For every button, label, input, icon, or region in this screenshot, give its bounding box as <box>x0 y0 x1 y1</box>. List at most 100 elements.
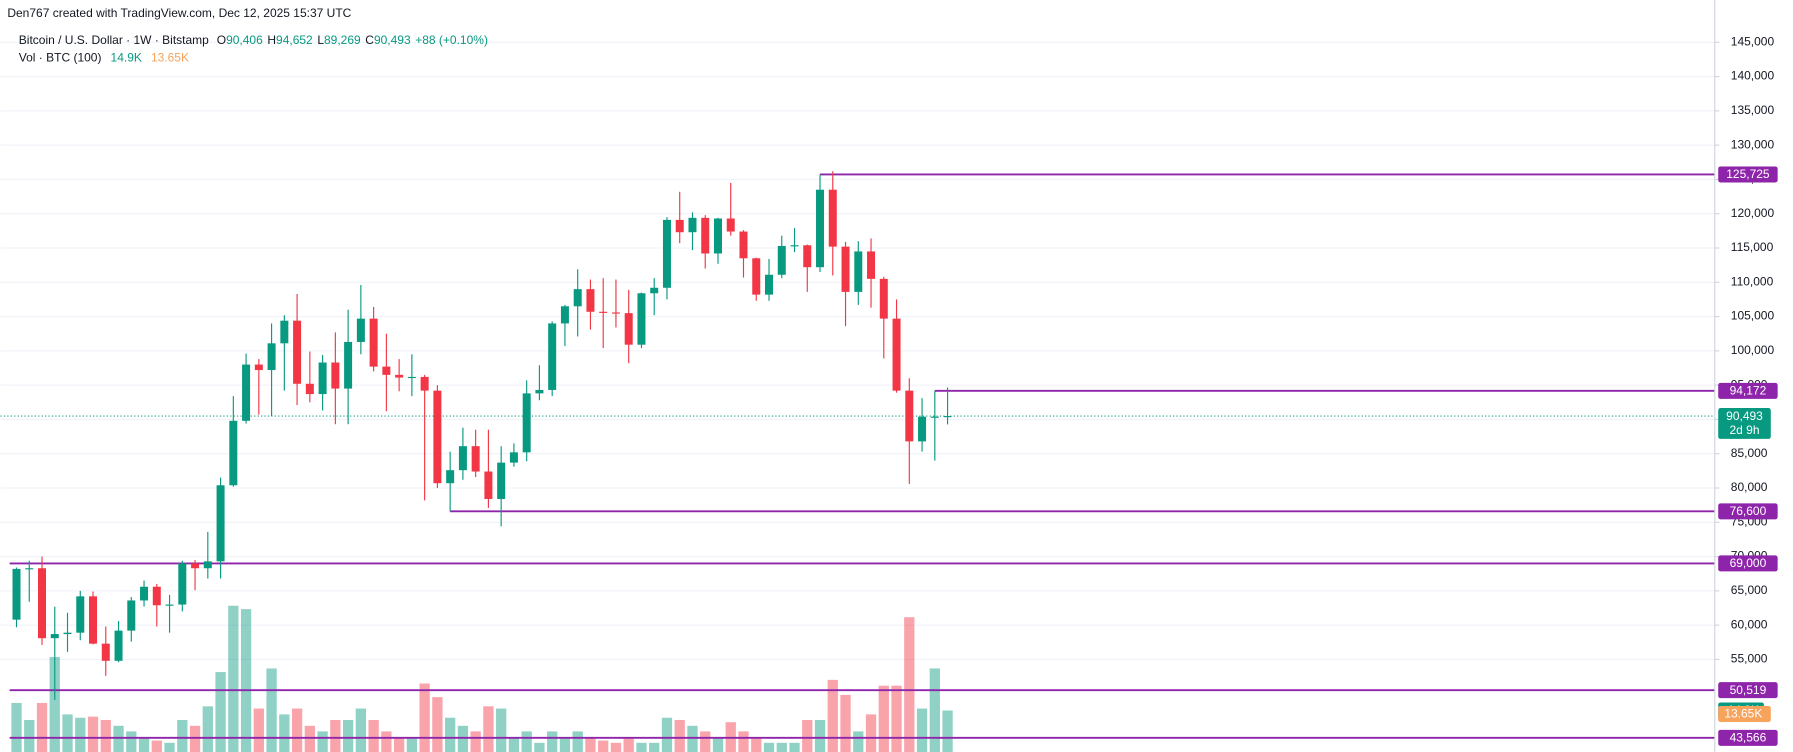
volume-bar <box>381 731 392 752</box>
candle-body <box>803 245 812 268</box>
volume-bar <box>623 737 634 752</box>
header: Den767 created with TradingView.com, Dec… <box>7 6 351 20</box>
candle-body <box>841 246 850 292</box>
volume-bar <box>827 679 838 752</box>
candle-body <box>76 596 85 633</box>
volume-bar <box>368 719 379 752</box>
volume-bar <box>547 731 558 752</box>
candle-body <box>522 393 531 453</box>
candle-body <box>471 446 480 472</box>
candle-body <box>509 452 518 463</box>
candle-body <box>739 231 748 259</box>
candle-body <box>650 287 659 294</box>
volume-bar <box>432 697 443 752</box>
candle-body <box>918 416 927 442</box>
volume-bar <box>789 742 800 752</box>
candle-body <box>203 561 212 569</box>
volume-bar <box>36 702 48 752</box>
candle-body <box>458 446 467 471</box>
volume-bar <box>126 731 137 752</box>
y-tick-label: 115,000 <box>1731 240 1774 254</box>
candle-body <box>484 471 493 499</box>
candle-body <box>701 217 710 254</box>
grid <box>0 41 1715 661</box>
candle-body <box>943 416 952 418</box>
volume-bar <box>215 672 226 752</box>
volume-value: 14.9K <box>111 50 142 64</box>
volume-bar <box>649 742 660 752</box>
candle-body <box>280 320 289 344</box>
candle-body <box>765 274 774 295</box>
volume-bar <box>202 706 213 752</box>
volume-bar <box>355 708 367 752</box>
level-label: 94,172 <box>1730 384 1767 398</box>
volume-bar <box>291 708 303 752</box>
volume-bar <box>317 731 328 752</box>
candle-body <box>356 318 365 342</box>
volume-bar <box>508 737 520 752</box>
volume-bar <box>240 609 252 752</box>
change: +88 (+0.10%) <box>415 33 488 47</box>
volume-bar <box>304 725 315 752</box>
candle-body <box>497 462 506 499</box>
candle-body <box>165 604 174 606</box>
volume-bar <box>87 716 99 752</box>
volume-legend: Vol · BTC (100) 14.9K 13.65K <box>19 50 189 64</box>
level-label: 43,566 <box>1730 731 1767 745</box>
volume-bar <box>904 617 915 752</box>
candle-body <box>446 470 455 484</box>
levels <box>0 173 1715 739</box>
volume-bar <box>585 737 596 752</box>
level-label: 50,519 <box>1730 683 1767 697</box>
candle-body <box>854 251 863 292</box>
volume-bar <box>776 742 787 752</box>
candle-body <box>216 485 225 562</box>
volume-bar <box>49 657 60 752</box>
y-tick-label: 80,000 <box>1731 480 1768 494</box>
ohlc-value: 90,493 <box>374 33 411 47</box>
y-tick-label: 100,000 <box>1731 343 1775 357</box>
volume-bar <box>24 719 35 752</box>
level-label-box <box>1718 682 1778 699</box>
volume-bar <box>138 737 150 752</box>
candle-body <box>305 383 314 395</box>
candle-body <box>152 586 161 606</box>
ohlc-key: H <box>267 33 276 47</box>
y-tick-label: 60,000 <box>1731 617 1768 631</box>
volume-bar <box>445 717 456 752</box>
candle-body <box>586 289 595 312</box>
countdown: 2d 9h <box>1729 423 1759 437</box>
candle-body <box>178 563 187 605</box>
level-label-box <box>1718 729 1778 746</box>
volume-bar <box>674 719 685 752</box>
volume-bar <box>891 685 902 752</box>
candle-body <box>293 320 302 384</box>
candle-body <box>369 318 378 367</box>
candle-body <box>407 376 416 379</box>
level-label-box <box>1718 503 1778 520</box>
volume-ma-label: 13.65K <box>1724 707 1762 721</box>
candle-body <box>12 568 21 620</box>
volume-bar <box>521 731 532 752</box>
y-tick-label: 145,000 <box>1731 34 1775 48</box>
candle-body <box>828 189 837 247</box>
y-tick-label: 120,000 <box>1731 206 1775 220</box>
volume-bar <box>228 605 239 752</box>
volume-bar <box>840 694 851 752</box>
candle-body <box>127 600 136 631</box>
level-label-box <box>1718 382 1778 399</box>
y-tick-label: 85,000 <box>1731 446 1768 460</box>
volume-bar <box>113 725 124 752</box>
candle-body <box>382 366 391 375</box>
candle-body <box>930 416 939 418</box>
volume-bar <box>853 731 864 752</box>
candle-body <box>433 390 442 484</box>
level-label-box <box>1718 166 1778 183</box>
candle-body <box>662 219 671 288</box>
volume-bar <box>11 702 22 752</box>
candle-body <box>191 563 200 569</box>
y-tick-label: 105,000 <box>1731 309 1775 323</box>
ohlc-value: 89,269 <box>324 33 361 47</box>
volume-bar <box>814 719 826 752</box>
